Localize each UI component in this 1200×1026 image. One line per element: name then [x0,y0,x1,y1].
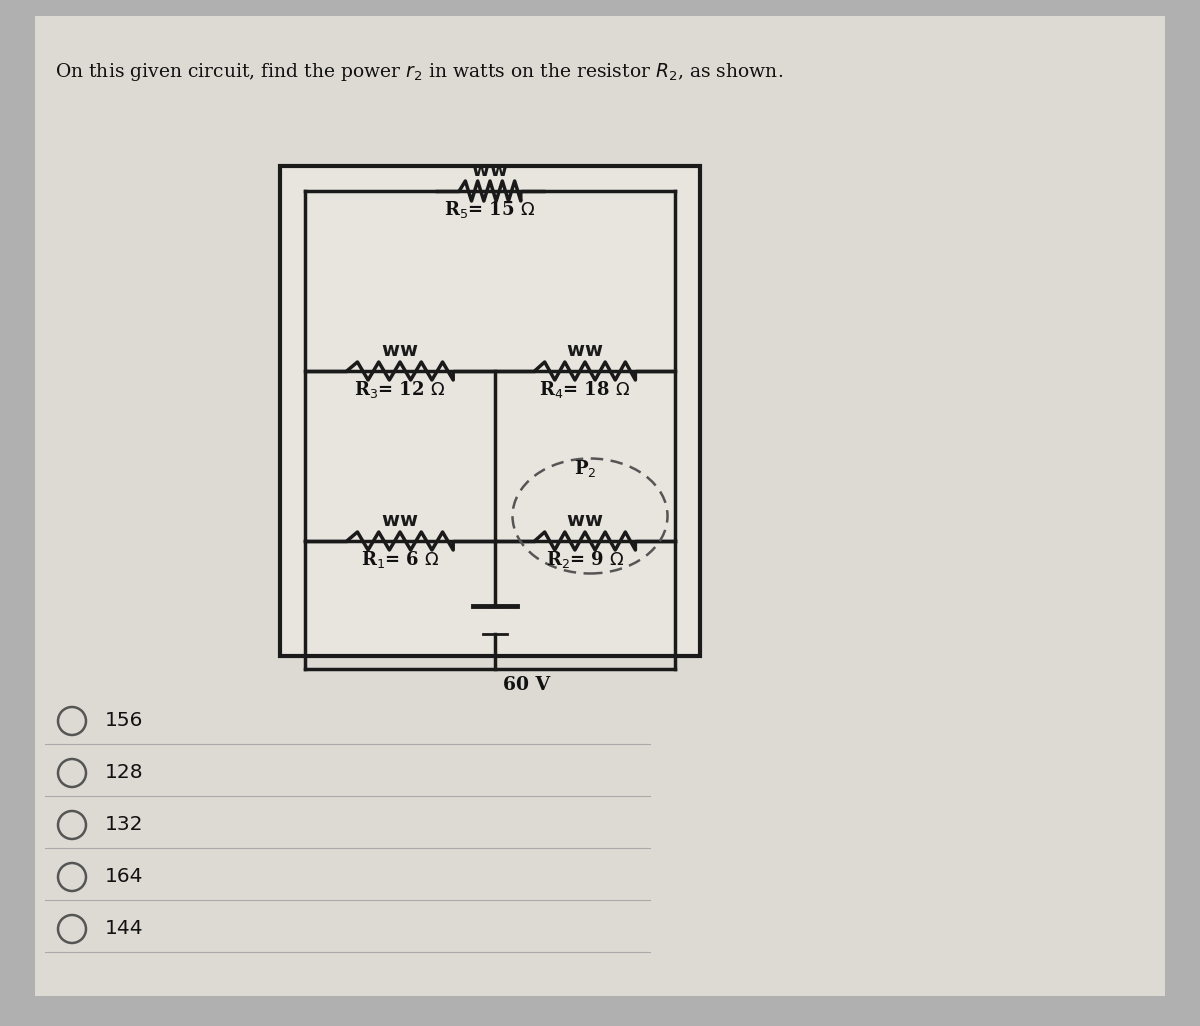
Text: $\mathbf{ww}$: $\mathbf{ww}$ [382,341,419,360]
Text: $\mathbf{ww}$: $\mathbf{ww}$ [472,161,509,180]
Text: R$_4$= 18 $\Omega$: R$_4$= 18 $\Omega$ [539,379,631,400]
Text: 144: 144 [106,919,144,939]
Bar [280,166,700,656]
Text: On this given circuit, find the power $r_2$ in watts on the resistor $R_2$, as s: On this given circuit, find the power $r… [55,61,784,83]
Text: R$_2$= 9 $\Omega$: R$_2$= 9 $\Omega$ [546,549,624,570]
Text: P$_2$: P$_2$ [574,458,596,479]
Text: 164: 164 [106,868,144,886]
Text: 60 V: 60 V [503,676,550,694]
Text: 156: 156 [106,711,143,731]
Text: $\mathbf{ww}$: $\mathbf{ww}$ [566,511,604,530]
Text: R$_3$= 12 $\Omega$: R$_3$= 12 $\Omega$ [354,379,445,400]
Text: R$_5$= 15 $\Omega$: R$_5$= 15 $\Omega$ [444,199,535,220]
Text: 128: 128 [106,763,144,783]
Text: 132: 132 [106,816,144,834]
Text: R$_1$= 6 $\Omega$: R$_1$= 6 $\Omega$ [361,549,439,570]
Text: $\mathbf{ww}$: $\mathbf{ww}$ [566,341,604,360]
Text: $\mathbf{ww}$: $\mathbf{ww}$ [382,511,419,530]
